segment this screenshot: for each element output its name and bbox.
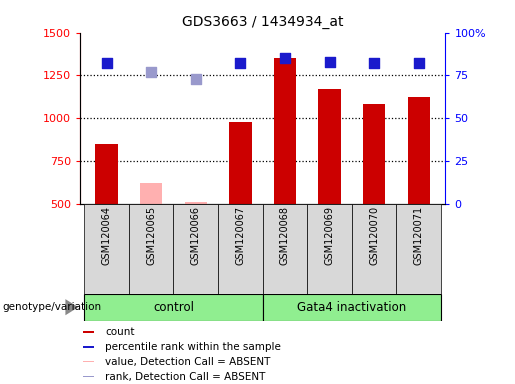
Bar — [84, 204, 129, 294]
Bar — [84, 294, 263, 321]
Bar — [218, 204, 263, 294]
Point — [415, 60, 423, 66]
Bar — [129, 204, 174, 294]
Bar — [274, 58, 296, 204]
Polygon shape — [65, 299, 78, 315]
Bar — [263, 294, 441, 321]
Bar — [352, 204, 397, 294]
Point — [147, 69, 156, 75]
Text: value, Detection Call = ABSENT: value, Detection Call = ABSENT — [106, 357, 271, 367]
Text: GSM120070: GSM120070 — [369, 206, 379, 265]
Text: control: control — [153, 301, 194, 314]
Bar — [229, 122, 251, 204]
Point — [192, 76, 200, 82]
Text: Gata4 inactivation: Gata4 inactivation — [297, 301, 406, 314]
Bar — [95, 144, 118, 204]
Bar — [318, 89, 341, 204]
Text: GSM120069: GSM120069 — [324, 206, 335, 265]
Bar — [363, 104, 385, 204]
Point — [325, 59, 334, 65]
Bar — [83, 346, 94, 348]
Bar — [263, 204, 307, 294]
Text: GSM120068: GSM120068 — [280, 206, 290, 265]
Title: GDS3663 / 1434934_at: GDS3663 / 1434934_at — [182, 15, 344, 29]
Text: GSM120067: GSM120067 — [235, 206, 245, 265]
Text: GSM120071: GSM120071 — [414, 206, 424, 265]
Bar — [397, 204, 441, 294]
Text: GSM120066: GSM120066 — [191, 206, 201, 265]
Bar — [140, 183, 162, 204]
Bar — [83, 331, 94, 333]
Bar — [307, 204, 352, 294]
Bar — [83, 361, 94, 362]
Text: GSM120065: GSM120065 — [146, 206, 156, 265]
Bar — [83, 376, 94, 377]
Text: count: count — [106, 327, 135, 337]
Text: percentile rank within the sample: percentile rank within the sample — [106, 342, 281, 352]
Point — [236, 60, 245, 66]
Text: rank, Detection Call = ABSENT: rank, Detection Call = ABSENT — [106, 372, 266, 382]
Bar — [174, 204, 218, 294]
Text: GSM120064: GSM120064 — [101, 206, 112, 265]
Point — [281, 55, 289, 61]
Bar — [184, 202, 207, 204]
Bar — [407, 97, 430, 204]
Point — [370, 60, 378, 66]
Text: genotype/variation: genotype/variation — [3, 302, 101, 312]
Point — [102, 60, 111, 66]
